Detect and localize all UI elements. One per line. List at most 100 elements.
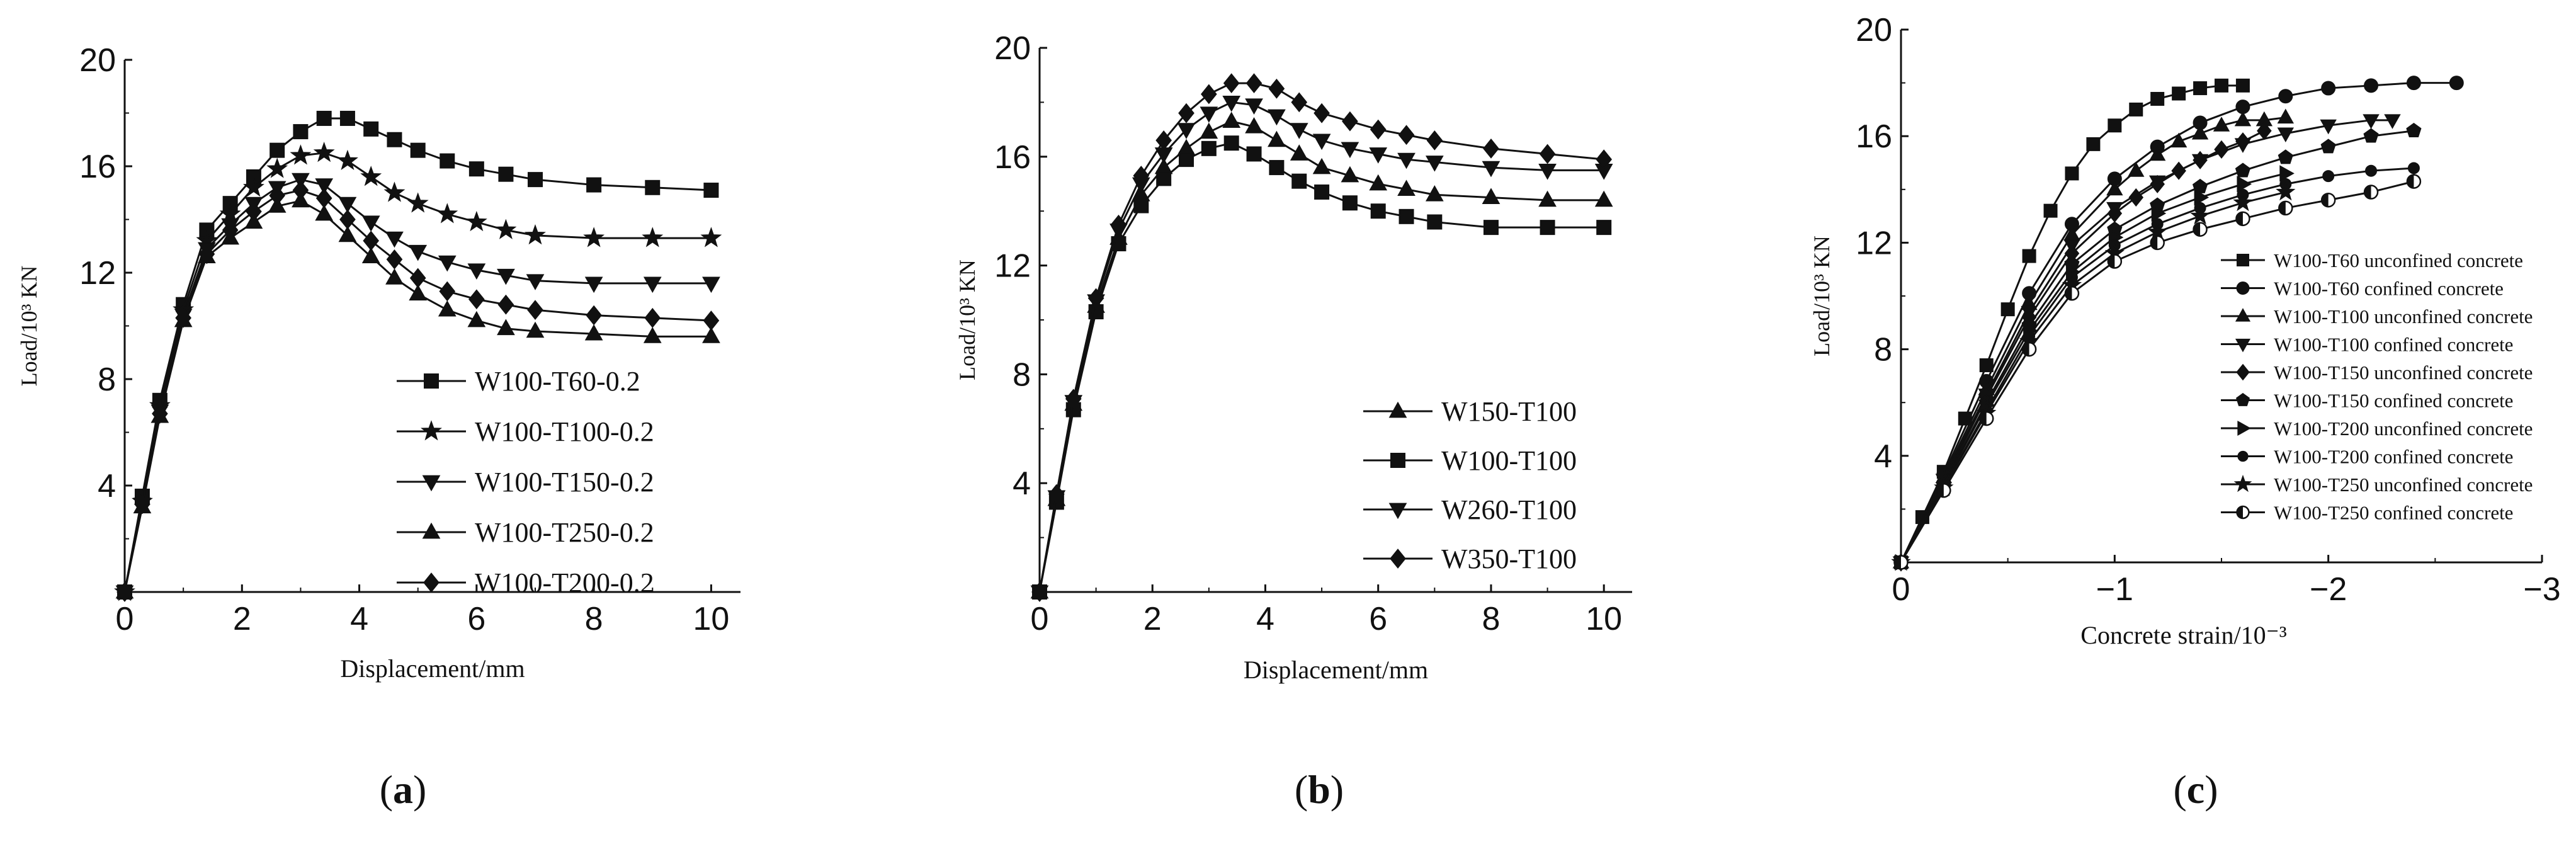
data-point [242, 176, 264, 197]
data-point [2384, 114, 2401, 129]
data-point [409, 268, 426, 288]
legend-marker [422, 475, 441, 492]
chart-panel-c: 4 8 12 16 20 0 −1 −2 −3 Load/10³ KN Concrete strai… [1809, 12, 2561, 649]
data-point [2215, 78, 2228, 93]
series-line [1900, 172, 2286, 563]
legend-marker [2235, 308, 2251, 322]
data-point [643, 327, 662, 343]
legend-label: W260-T100 [1441, 494, 1577, 525]
legend-label: W100-T150 unconfined concrete [2274, 361, 2533, 384]
data-point [1978, 411, 1994, 426]
legend: W100-T60 unconfined concrete W100-T60 con… [2221, 249, 2533, 524]
data-point [1222, 111, 1241, 128]
data-point [1426, 130, 1443, 151]
data-point [586, 177, 602, 193]
data-point [1314, 184, 1330, 200]
data-point [643, 276, 662, 293]
data-point [293, 124, 309, 140]
legend-label: W350-T100 [1441, 543, 1577, 574]
legend-label: W150-T100 [1441, 396, 1577, 427]
series-diamond [116, 180, 720, 602]
series-line [1900, 117, 2286, 563]
legend-label: W100-T100 [1441, 445, 1577, 476]
x-tick-label: 8 [585, 601, 603, 637]
data-point [2277, 127, 2295, 143]
data-point [386, 249, 403, 270]
data-point [2233, 192, 2253, 212]
data-point [1200, 106, 1218, 123]
legend-label: W100-T150 confined concrete [2274, 390, 2513, 412]
legend-label: W100-T250 unconfined concrete [2274, 474, 2533, 496]
data-point [1290, 144, 1308, 161]
data-point [1399, 208, 1414, 224]
data-point [1246, 146, 1262, 162]
data-point [2021, 341, 2037, 357]
data-point [2193, 81, 2208, 96]
y-tick-label: 20 [994, 30, 1031, 67]
legend-label: W100-T250-0.2 [475, 517, 654, 548]
series-star [114, 142, 722, 601]
y-tick-label: 20 [79, 42, 116, 79]
x-tick-label: 0 [116, 601, 134, 637]
data-point [2193, 151, 2208, 169]
data-point [2086, 137, 2101, 151]
legend-marker [2237, 450, 2249, 462]
data-point [385, 268, 404, 285]
data-point [385, 231, 404, 248]
data-point [2364, 78, 2379, 93]
data-point [465, 210, 487, 232]
data-point [2321, 81, 2336, 96]
data-point [1369, 174, 1388, 191]
x-axis-label: Concrete strain/10⁻³ [2080, 621, 2286, 649]
legend-entry: W150-T100 [1363, 396, 1577, 427]
data-point [152, 404, 168, 424]
data-point [1893, 555, 1909, 570]
data-point [1065, 389, 1082, 409]
data-point [2190, 205, 2210, 225]
data-point [1594, 190, 1613, 207]
data-point [290, 144, 312, 165]
data-point [338, 196, 357, 213]
x-tick-label: 4 [1256, 601, 1274, 637]
legend-marker [2235, 338, 2251, 353]
legend-label: W100-T100 unconfined concrete [2274, 305, 2533, 327]
data-point [1369, 147, 1388, 164]
y-tick-label: 12 [79, 255, 116, 292]
data-point [642, 227, 664, 247]
data-point [1427, 214, 1443, 230]
data-point [2363, 114, 2380, 129]
data-point [526, 274, 545, 290]
x-tick-label: −1 [2096, 571, 2133, 608]
data-point [2365, 164, 2378, 177]
series-line [1900, 84, 2243, 563]
data-point [387, 132, 402, 147]
data-point [438, 300, 457, 317]
data-point [1596, 220, 1612, 236]
legend-entry: W100-T150 confined concrete [2221, 390, 2513, 412]
data-point [2214, 140, 2229, 159]
data-point [2277, 108, 2295, 124]
series-square [1032, 135, 1612, 600]
x-tick-label: 0 [1892, 571, 1910, 608]
data-point [1200, 122, 1218, 139]
data-point [1341, 142, 1359, 159]
data-point [1245, 98, 1263, 115]
y-tick-label: 16 [79, 149, 116, 185]
data-point [361, 247, 380, 263]
data-point [1312, 157, 1331, 174]
data-point [1425, 185, 1444, 202]
data-point [1291, 92, 1308, 113]
legend-entry: W100-T250 confined concrete [2221, 502, 2513, 524]
chart-panel-a: 4 8 12 16 20 0 2 4 6 8 10 Load/10³ KN Displacement/m… [16, 42, 740, 683]
data-point [409, 244, 428, 261]
data-point [407, 192, 429, 213]
data-point [269, 185, 286, 206]
data-point [1268, 78, 1285, 99]
data-point [219, 203, 241, 224]
x-tick-label: −2 [2310, 571, 2347, 608]
legend-marker [2236, 505, 2250, 520]
legend-marker [424, 373, 439, 389]
data-point [316, 110, 332, 126]
data-point [1087, 288, 1104, 309]
data-point [2106, 180, 2123, 196]
